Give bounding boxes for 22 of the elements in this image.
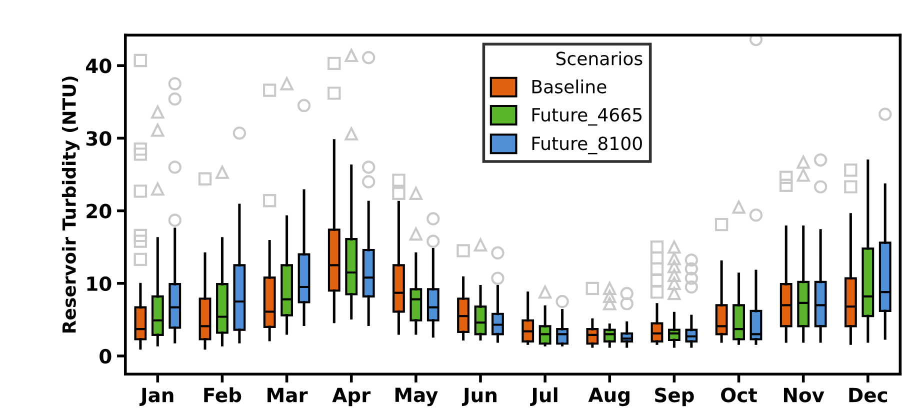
y-tick-label: 20 (86, 204, 112, 218)
y-tick-label: 30 (86, 131, 112, 146)
x-tick-label: Feb (204, 387, 242, 402)
x-tick-label: May (395, 388, 438, 406)
legend-title: Scenarios (556, 51, 642, 66)
x-tick-label: Nov (784, 388, 824, 402)
x-tick-label: Jun (462, 388, 496, 406)
y-axis-title: Reservoir Turbidity (NTU) (62, 76, 80, 333)
x-tick-label: Oct (721, 388, 758, 402)
y-tick-label: 0 (100, 348, 112, 364)
x-tick-label: Sep (655, 388, 694, 406)
legend-label: Future_4665 (532, 108, 642, 126)
legend-label: Future_8100 (532, 136, 642, 154)
x-tick-label: Dec (849, 388, 888, 402)
y-tick-label: 40 (86, 58, 112, 74)
x-tick-label: Jul (530, 387, 558, 406)
y-tick-label: 10 (87, 276, 112, 292)
x-tick-label: Aug (588, 388, 630, 406)
legend-label: Baseline (532, 79, 606, 94)
x-tick-label: Jan (139, 388, 174, 406)
x-tick-label: Mar (268, 388, 308, 402)
x-tick-label: Apr (332, 388, 371, 406)
